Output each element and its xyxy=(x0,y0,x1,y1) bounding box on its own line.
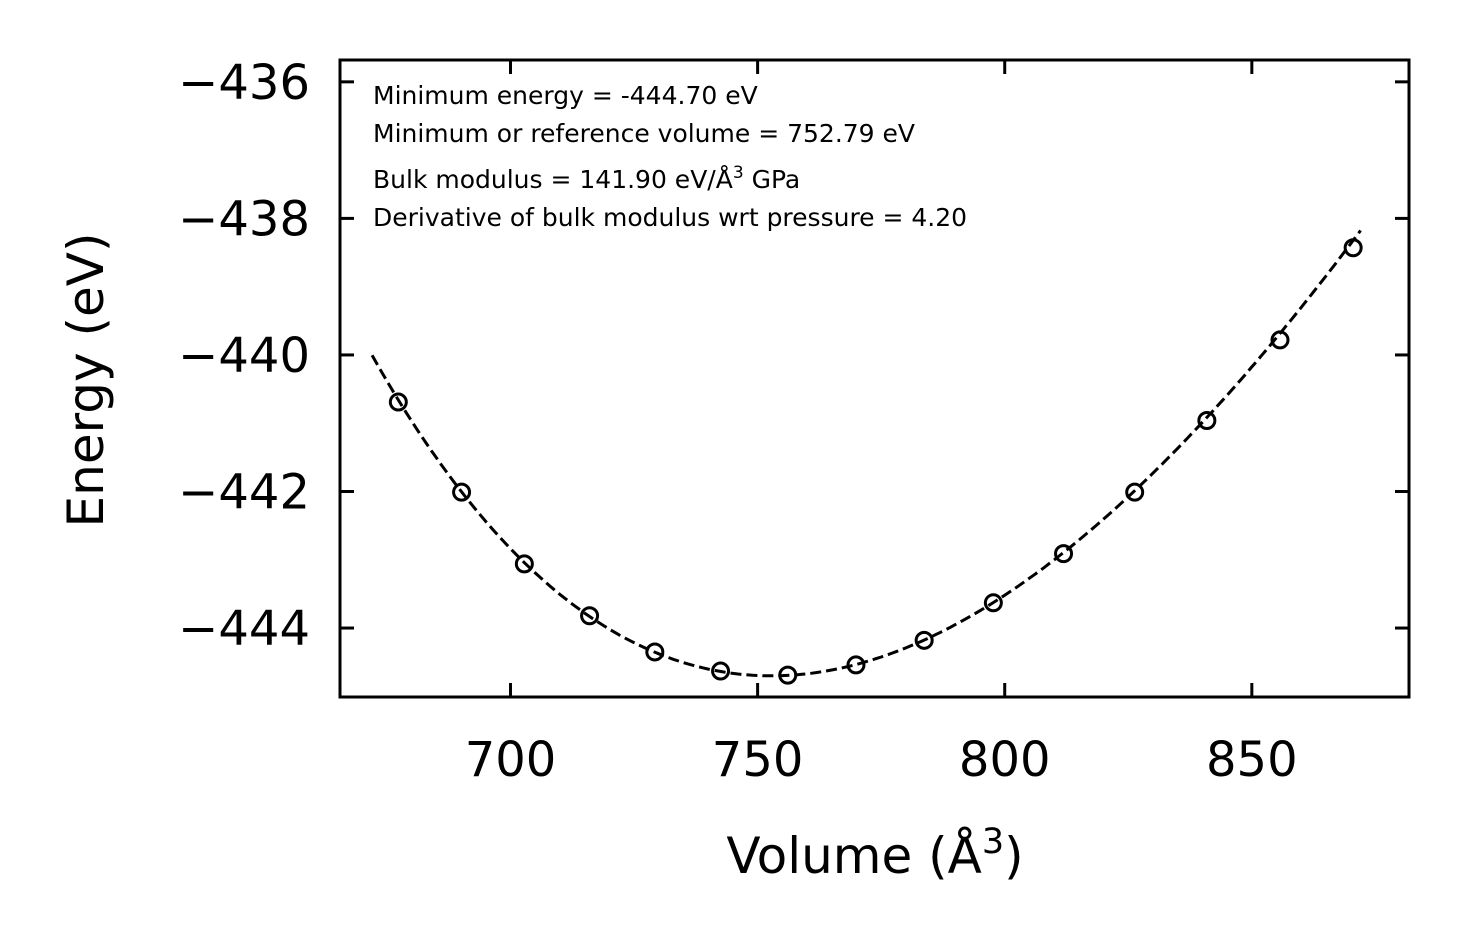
data-point xyxy=(452,482,472,502)
annotation-bulk-sup: 3 xyxy=(733,163,744,183)
data-point xyxy=(983,593,1003,613)
x-tick-label: 800 xyxy=(959,732,1051,788)
data-point xyxy=(1270,330,1290,350)
data-point xyxy=(711,661,731,681)
data-point xyxy=(778,665,798,685)
fit-curve xyxy=(370,229,1362,678)
y-tick-label: −444 xyxy=(178,601,310,657)
annotation-bulk-derivative: Derivative of bulk modulus wrt pressure … xyxy=(373,203,967,232)
data-point xyxy=(846,655,866,675)
y-tick-label: −440 xyxy=(178,328,310,384)
annotation-min-volume: Minimum or reference volume = 752.79 eV xyxy=(373,119,915,148)
y-tick-label: −436 xyxy=(178,55,310,111)
data-point xyxy=(580,606,600,626)
data-point xyxy=(1343,238,1363,258)
data-point xyxy=(914,630,934,650)
y-tick-label: −442 xyxy=(178,464,310,520)
plot-frame xyxy=(338,58,1411,699)
x-tick-label: 850 xyxy=(1206,732,1298,788)
annotation-block: Minimum energy = -444.70 eV Minimum or r… xyxy=(373,81,967,232)
x-axis-label: Volume (Å3) xyxy=(726,822,1023,885)
annotation-bulk-modulus: Bulk modulus = 141.90 eV/Å3 GPa xyxy=(373,163,800,194)
data-point xyxy=(1125,482,1145,502)
y-axis-label: Energy (eV) xyxy=(57,233,115,528)
x-tick-label: 750 xyxy=(712,732,804,788)
annotation-min-energy: Minimum energy = -444.70 eV xyxy=(373,81,758,110)
x-tick-label: 700 xyxy=(465,732,557,788)
data-point xyxy=(388,392,408,412)
data-point xyxy=(645,642,665,662)
y-tick-label: −438 xyxy=(178,191,310,247)
data-point xyxy=(1197,410,1217,430)
data-point xyxy=(514,554,534,574)
data-point xyxy=(1054,544,1074,564)
